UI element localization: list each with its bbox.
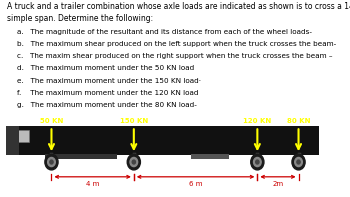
Text: 120 KN: 120 KN: [243, 118, 272, 124]
Circle shape: [297, 160, 300, 164]
Text: b.   The maximum shear produced on the left support when the truck crosses the b: b. The maximum shear produced on the lef…: [17, 41, 337, 47]
Circle shape: [127, 154, 140, 170]
Text: A truck and a trailer combination whose axle loads are indicated as shown is to : A truck and a trailer combination whose …: [7, 2, 350, 11]
Circle shape: [251, 154, 264, 170]
Circle shape: [45, 154, 58, 170]
Circle shape: [256, 160, 259, 164]
Bar: [109, 126, 319, 155]
Circle shape: [295, 157, 302, 167]
Bar: [11, 130, 29, 142]
Text: 6 m: 6 m: [189, 181, 202, 187]
Polygon shape: [6, 126, 41, 155]
Bar: [6, 126, 109, 155]
Circle shape: [48, 157, 55, 167]
Circle shape: [253, 157, 261, 167]
Text: 4 m: 4 m: [86, 181, 99, 187]
Bar: [191, 154, 229, 159]
Text: g.   The maximum moment under the 80 KN load-: g. The maximum moment under the 80 KN lo…: [17, 102, 197, 108]
Text: 80 KN: 80 KN: [287, 118, 310, 124]
Text: 2m: 2m: [272, 181, 284, 187]
Circle shape: [50, 160, 53, 164]
Circle shape: [292, 154, 305, 170]
Text: 150 KN: 150 KN: [120, 118, 148, 124]
Text: e.   The maximum moment under the 150 KN load·: e. The maximum moment under the 150 KN l…: [17, 78, 201, 84]
Bar: [6, 126, 19, 155]
Bar: [45, 154, 117, 159]
Text: simple span. Determine the following:: simple span. Determine the following:: [7, 14, 153, 23]
Circle shape: [132, 160, 135, 164]
Circle shape: [130, 157, 138, 167]
Text: d.   The maximum moment under the 50 KN load: d. The maximum moment under the 50 KN lo…: [17, 65, 195, 72]
Text: a.   The magnitude of the resultant and its distance from each of the wheel load: a. The magnitude of the resultant and it…: [17, 29, 312, 35]
Text: f.    The maximum moment under the 120 KN load: f. The maximum moment under the 120 KN l…: [17, 90, 199, 96]
Text: c.   The maxim shear produced on the right support when the truck crosses the be: c. The maxim shear produced on the right…: [17, 53, 333, 59]
Text: 50 KN: 50 KN: [40, 118, 63, 124]
